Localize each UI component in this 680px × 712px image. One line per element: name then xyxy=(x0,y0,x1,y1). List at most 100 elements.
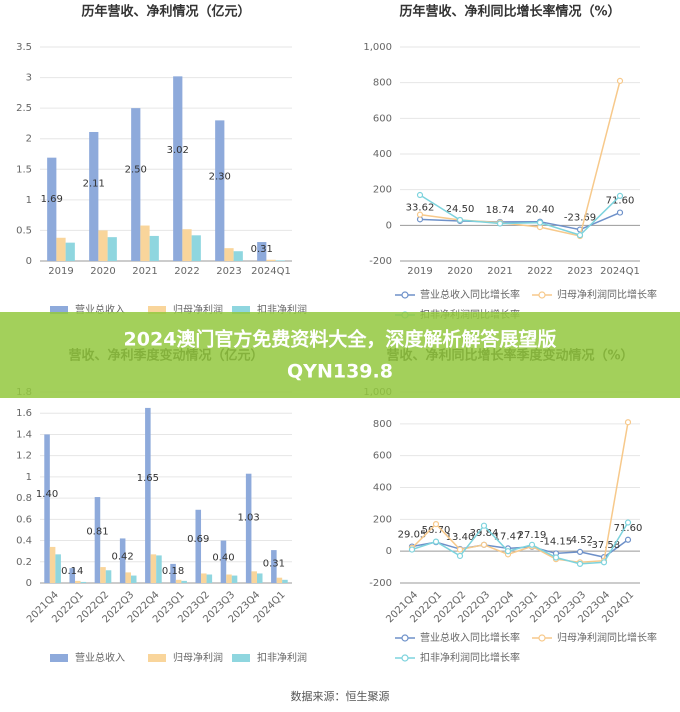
point xyxy=(536,219,544,226)
value-label: 2.50 xyxy=(125,164,147,175)
value-label: 20.40 xyxy=(526,205,555,216)
banner-text: 2024澳门官方免费资料大全，深度解析解答展望版 xyxy=(124,328,557,351)
y-tick-label: 600 xyxy=(373,113,392,124)
value-label: 3.02 xyxy=(167,145,189,156)
bar xyxy=(145,407,151,583)
chart-title: 历年营收、净利同比增长率情况（%） xyxy=(399,4,620,20)
value-label: 1.65 xyxy=(137,473,159,484)
point xyxy=(456,216,464,224)
line xyxy=(411,522,629,565)
y-tick-label: 3 xyxy=(26,73,32,84)
y-tick-label: 800 xyxy=(373,419,392,430)
value-label: 0.40 xyxy=(212,553,234,564)
legend-label: 营业总收入同比增长率 xyxy=(420,631,520,644)
point xyxy=(504,548,512,555)
point xyxy=(616,209,624,216)
point xyxy=(624,536,632,543)
bar xyxy=(233,251,243,261)
bar xyxy=(75,580,81,583)
point xyxy=(416,191,424,199)
value-label: 0.14 xyxy=(61,566,83,577)
value-label: 1.03 xyxy=(238,512,260,523)
x-tick-label: 2024Q1 xyxy=(251,266,291,277)
y-tick-label: 0.2 xyxy=(16,557,32,568)
value-label: 39.84 xyxy=(470,528,499,539)
bar xyxy=(181,580,187,583)
bar xyxy=(107,237,117,261)
bar xyxy=(173,76,183,261)
value-label: 29.05 xyxy=(398,530,427,541)
legend-swatch xyxy=(50,654,68,662)
legend-swatch xyxy=(232,654,250,662)
legend-label: 扣非净利润 xyxy=(257,651,307,664)
y-tick-label: 200 xyxy=(373,514,392,525)
legend-label: 归母净利润同比增长率 xyxy=(557,631,657,644)
legend-label: 归母净利润同比增长率 xyxy=(557,288,657,301)
legend-point xyxy=(538,634,546,642)
bar xyxy=(245,473,252,583)
y-tick-label: 0 xyxy=(26,578,32,589)
bar xyxy=(65,242,75,261)
point xyxy=(616,77,624,84)
legend-point xyxy=(401,291,409,299)
x-tick-label: 2021 xyxy=(487,266,512,277)
point xyxy=(456,546,464,553)
y-tick-label: 800 xyxy=(373,78,392,89)
bar xyxy=(69,568,76,583)
y-tick-label: 0 xyxy=(386,546,392,557)
legend-label: 营业总收入 xyxy=(75,651,125,664)
y-tick-label: 1.6 xyxy=(16,408,32,419)
bar xyxy=(266,259,276,261)
banner-text: QYN139.8 xyxy=(287,361,393,383)
y-tick-label: 1,000 xyxy=(363,42,392,53)
bar xyxy=(206,574,213,583)
bar xyxy=(140,225,150,261)
bar xyxy=(98,230,108,261)
value-label: 2.30 xyxy=(209,172,231,183)
legend-swatch xyxy=(50,306,68,314)
value-label: 0.81 xyxy=(86,526,108,537)
value-label: 0.42 xyxy=(112,551,134,562)
y-tick-label: 0.4 xyxy=(16,536,32,547)
point xyxy=(576,232,584,239)
y-tick-label: 0.6 xyxy=(16,514,32,525)
x-tick-label: 2020 xyxy=(90,266,115,277)
y-tick-label: 2 xyxy=(26,134,32,145)
value-label: 0.69 xyxy=(187,534,209,545)
y-tick-label: -200 xyxy=(369,578,392,589)
point xyxy=(456,552,464,560)
point xyxy=(600,559,608,566)
chart-title: 历年营收、净利情况（亿元） xyxy=(81,4,250,20)
point xyxy=(552,554,560,561)
x-tick-label: 2021 xyxy=(132,266,157,277)
bar xyxy=(195,509,202,583)
bar xyxy=(271,550,277,583)
bar xyxy=(49,546,56,583)
point xyxy=(576,548,584,555)
bar xyxy=(201,573,207,583)
point xyxy=(624,519,632,526)
bar xyxy=(44,434,50,583)
bar xyxy=(150,554,157,583)
value-label: -4.52 xyxy=(567,535,593,546)
x-tick-label: 2019 xyxy=(407,266,432,277)
point xyxy=(576,560,584,568)
value-label: 24.50 xyxy=(446,204,475,215)
bar xyxy=(257,242,267,261)
x-tick-label: 2022 xyxy=(174,266,199,277)
bar xyxy=(224,248,234,261)
bar xyxy=(149,235,159,261)
bar xyxy=(220,540,227,583)
value-label: -23.69 xyxy=(564,213,596,224)
point xyxy=(496,220,504,227)
bar xyxy=(125,572,131,583)
legend-swatch xyxy=(148,654,166,662)
x-tick-label: 2019 xyxy=(48,266,73,277)
bar xyxy=(131,108,141,262)
bar xyxy=(55,554,61,583)
bar xyxy=(276,577,283,583)
legend-point xyxy=(538,291,546,299)
bar xyxy=(191,235,201,261)
value-label: 27.19 xyxy=(518,530,547,541)
